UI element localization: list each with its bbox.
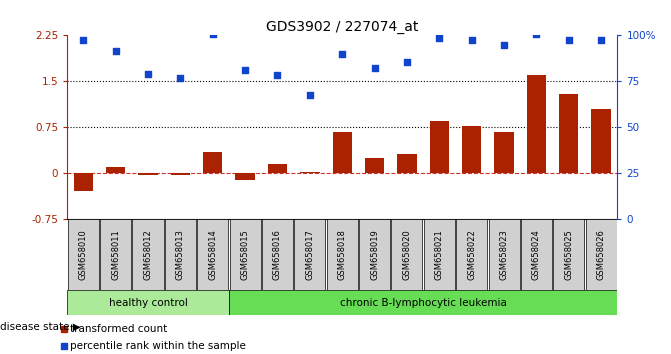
Point [175,75,186,81]
Title: GDS3902 / 227074_at: GDS3902 / 227074_at [266,21,419,34]
Bar [229,219,260,290]
Point [369,65,380,71]
Bar [429,121,449,173]
Text: GSM658010: GSM658010 [79,229,88,280]
Text: disease state ▶: disease state ▶ [0,322,81,332]
Point [207,31,218,36]
Bar [495,132,514,173]
Text: GSM658023: GSM658023 [499,229,509,280]
Bar [424,219,455,290]
Text: GSM658018: GSM658018 [338,229,347,280]
Bar [236,173,255,179]
Text: GSM658021: GSM658021 [435,229,444,280]
Bar [138,173,158,175]
Text: GSM658016: GSM658016 [273,229,282,280]
Bar [462,126,481,173]
Bar [327,219,358,290]
Bar [591,109,611,173]
Text: GSM658012: GSM658012 [144,229,152,280]
Text: GSM658017: GSM658017 [305,229,314,280]
Text: GSM658026: GSM658026 [597,229,606,280]
Bar [67,290,229,315]
Point [272,73,283,78]
Bar [74,173,93,191]
Bar [100,219,132,290]
Bar [521,219,552,290]
Point [499,42,509,47]
Point [305,92,315,98]
Point [337,51,348,57]
Point [434,36,445,41]
Bar [268,164,287,173]
Point [466,37,477,42]
Point [240,68,250,73]
Bar [132,219,164,290]
Bar [397,154,417,173]
Text: GSM658015: GSM658015 [241,229,250,280]
Text: transformed count: transformed count [70,324,168,334]
Bar [456,219,487,290]
Bar [333,132,352,173]
Text: GSM658022: GSM658022 [467,229,476,280]
Point [110,48,121,53]
Bar [295,219,325,290]
Bar [165,219,196,290]
Bar [106,167,125,173]
Text: GSM658011: GSM658011 [111,229,120,280]
Bar [197,219,228,290]
Bar [68,219,99,290]
Point [531,31,541,36]
Text: GSM658020: GSM658020 [403,229,411,280]
Bar [229,290,617,315]
Text: chronic B-lymphocytic leukemia: chronic B-lymphocytic leukemia [340,298,507,308]
Bar [359,219,390,290]
Bar [527,75,546,173]
Bar [559,94,578,173]
Text: healthy control: healthy control [109,298,187,308]
Bar [262,219,293,290]
Point [564,37,574,42]
Bar [170,173,190,175]
Bar [488,219,519,290]
Text: GSM658024: GSM658024 [532,229,541,280]
Point [401,59,412,65]
Text: GSM658014: GSM658014 [208,229,217,280]
Text: GSM658025: GSM658025 [564,229,573,280]
Text: percentile rank within the sample: percentile rank within the sample [70,341,246,351]
Point [143,71,154,77]
Point [596,37,607,42]
Point [78,37,89,42]
Bar [203,152,223,173]
Bar [365,158,384,173]
Text: GSM658013: GSM658013 [176,229,185,280]
Bar [553,219,584,290]
Bar [586,219,617,290]
Bar [300,172,319,173]
Bar [391,219,423,290]
Text: GSM658019: GSM658019 [370,229,379,280]
